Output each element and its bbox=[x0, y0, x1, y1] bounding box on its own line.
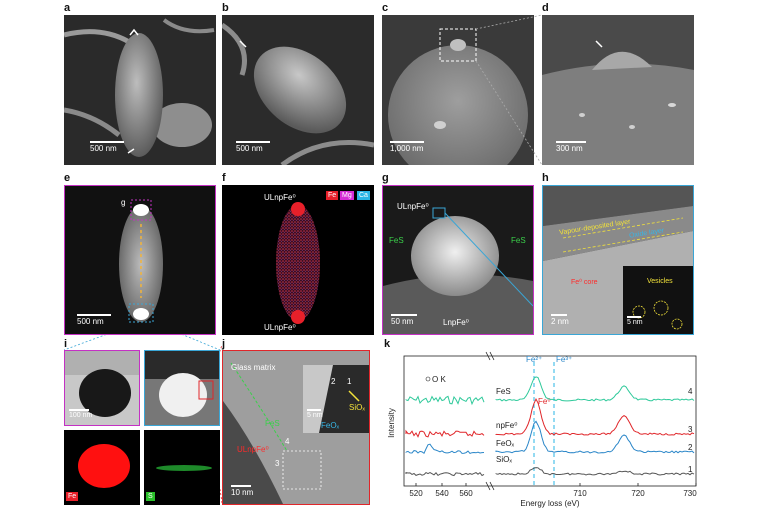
panel-h: Vapour-deposited layer Oxide layer Fe⁰ c… bbox=[542, 185, 694, 335]
legend-fe: Fe bbox=[326, 191, 339, 200]
series-line-1 bbox=[405, 397, 695, 438]
h-core: Fe⁰ core bbox=[571, 279, 598, 286]
label-a: a bbox=[64, 2, 71, 14]
plot-frame bbox=[403, 355, 697, 487]
x-tick-label-left-1: 540 bbox=[435, 489, 449, 498]
f-bottom-label: ULnpFe⁰ bbox=[264, 323, 296, 332]
j-n1: 1 bbox=[347, 377, 352, 386]
scale-bar-c: 1,000 nm bbox=[390, 141, 424, 153]
series-number-0: 4 bbox=[688, 387, 693, 396]
f-top-label: ULnpFe⁰ bbox=[264, 193, 296, 202]
panel-a: 500 nm bbox=[64, 15, 216, 165]
panel-b-image bbox=[222, 22, 374, 165]
label-e: e bbox=[64, 172, 71, 184]
label-d: d bbox=[542, 2, 549, 14]
label-c: c bbox=[382, 2, 389, 14]
series-name-3: SiOₓ bbox=[496, 455, 512, 464]
marker-g: g bbox=[121, 198, 126, 207]
g-fes-right: FeS bbox=[511, 236, 526, 245]
label-f: f bbox=[222, 172, 226, 184]
label-i: i bbox=[64, 338, 68, 350]
fe0-label: Fe⁰ bbox=[538, 397, 551, 406]
g-title: ULnpFe⁰ bbox=[397, 202, 429, 211]
panel-f: ULnpFe⁰ ULnpFe⁰ Fe Mg Ca bbox=[222, 185, 374, 335]
j-fes: FeS bbox=[265, 419, 280, 428]
i-fe-label: Fe bbox=[66, 492, 79, 501]
scale-bar-h-inset: 5 nm bbox=[627, 316, 643, 326]
label-k: k bbox=[384, 338, 391, 350]
series-name-0: FeS bbox=[496, 387, 511, 396]
panel-e-image bbox=[119, 199, 163, 323]
label-h: h bbox=[542, 172, 549, 184]
series-name-2: FeOₓ bbox=[496, 439, 515, 448]
series-number-3: 1 bbox=[688, 465, 693, 474]
axis-break-2 bbox=[489, 481, 495, 491]
ok-marker bbox=[425, 376, 431, 382]
label-b: b bbox=[222, 2, 229, 14]
x-tick-label-left-0: 520 bbox=[409, 489, 423, 498]
j-sio: SiOₓ bbox=[349, 403, 365, 412]
x-tick-label-right-1: 720 bbox=[631, 489, 645, 498]
spectrum-chart: 520 540 560 710 720 730 Energy loss (eV) Intens… bbox=[387, 351, 697, 508]
g-bottom: LnpFe⁰ bbox=[443, 318, 469, 327]
x-axis-label: Energy loss (eV) bbox=[520, 499, 579, 508]
j-ulnp: ULnpFe⁰ bbox=[237, 445, 269, 454]
scale-bar-i: 100 nm bbox=[69, 409, 92, 419]
label-j: j bbox=[222, 338, 226, 350]
scale-bar-e: 500 nm bbox=[77, 314, 111, 326]
panel-i-tl: 100 nm bbox=[64, 350, 140, 426]
axis-break-top-1 bbox=[485, 351, 491, 361]
panel-i-tr bbox=[144, 350, 220, 426]
panel-a-image bbox=[64, 18, 215, 157]
j-n2: 2 bbox=[331, 377, 336, 386]
y-axis-label: Intensity bbox=[387, 408, 396, 438]
j-matrix: Glass matrix bbox=[231, 363, 276, 372]
label-g: g bbox=[382, 172, 389, 184]
panel-d: 300 nm bbox=[542, 15, 694, 165]
i-s-label: S bbox=[146, 492, 155, 501]
fe3-label: Fe³⁺ bbox=[556, 355, 572, 364]
panel-i-br: S bbox=[144, 430, 220, 505]
panel-j-image bbox=[223, 351, 369, 504]
panel-g-image bbox=[383, 207, 533, 334]
ok-label: O K bbox=[432, 375, 446, 384]
series-line-0 bbox=[405, 376, 695, 406]
series-line-3 bbox=[405, 467, 695, 477]
panel-g: ULnpFe⁰ FeS FeS LnpFe⁰ 50 nm bbox=[382, 185, 534, 335]
panel-k: 520 540 560 710 720 730 Energy loss (eV) Intens… bbox=[384, 348, 704, 508]
scale-bar-j-inset: 5 nm bbox=[307, 409, 323, 419]
panel-b: 500 nm bbox=[222, 15, 374, 165]
scale-bar-g: 50 nm bbox=[391, 314, 417, 326]
fe2-label: Fe²⁺ bbox=[526, 355, 542, 364]
scale-bar-d: 300 nm bbox=[556, 141, 586, 153]
legend-ca: Ca bbox=[357, 191, 370, 200]
scale-bar-h: 2 nm bbox=[551, 314, 569, 326]
x-tick-label-right-2: 730 bbox=[683, 489, 697, 498]
scale-bar-j: 10 nm bbox=[231, 485, 253, 497]
scale-bar-a: 500 nm bbox=[90, 141, 124, 153]
panel-f-image bbox=[276, 202, 320, 324]
series-name-1: npFe⁰ bbox=[496, 421, 517, 430]
g-fes-left: FeS bbox=[389, 236, 404, 245]
j-n3: 3 bbox=[275, 459, 280, 468]
series-number-1: 3 bbox=[688, 425, 693, 434]
panel-c: 1,000 nm bbox=[382, 15, 534, 165]
x-tick-label-right-0: 710 bbox=[573, 489, 587, 498]
h-vesicles: Vesicles bbox=[647, 278, 673, 285]
scale-bar-b: 500 nm bbox=[236, 141, 270, 153]
legend-mg: Mg bbox=[340, 191, 354, 200]
panel-e: g 500 nm bbox=[64, 185, 216, 335]
panel-j: Glass matrix FeS ULnpFe⁰ 1 2 3 4 SiOₓ Fe… bbox=[222, 350, 370, 505]
j-n4: 4 bbox=[285, 437, 290, 446]
panel-i: 100 nm Fe S bbox=[64, 350, 220, 505]
panel-d-image bbox=[542, 40, 694, 165]
series-number-2: 2 bbox=[688, 443, 693, 452]
panel-i-bl: Fe bbox=[64, 430, 140, 505]
j-feo: FeOₓ bbox=[321, 421, 340, 430]
axis-break-top-2 bbox=[489, 351, 495, 361]
panel-h-image bbox=[543, 186, 693, 334]
axis-break-1 bbox=[485, 481, 491, 491]
x-tick-label-left-2: 560 bbox=[459, 489, 473, 498]
series-line-2 bbox=[405, 420, 695, 455]
